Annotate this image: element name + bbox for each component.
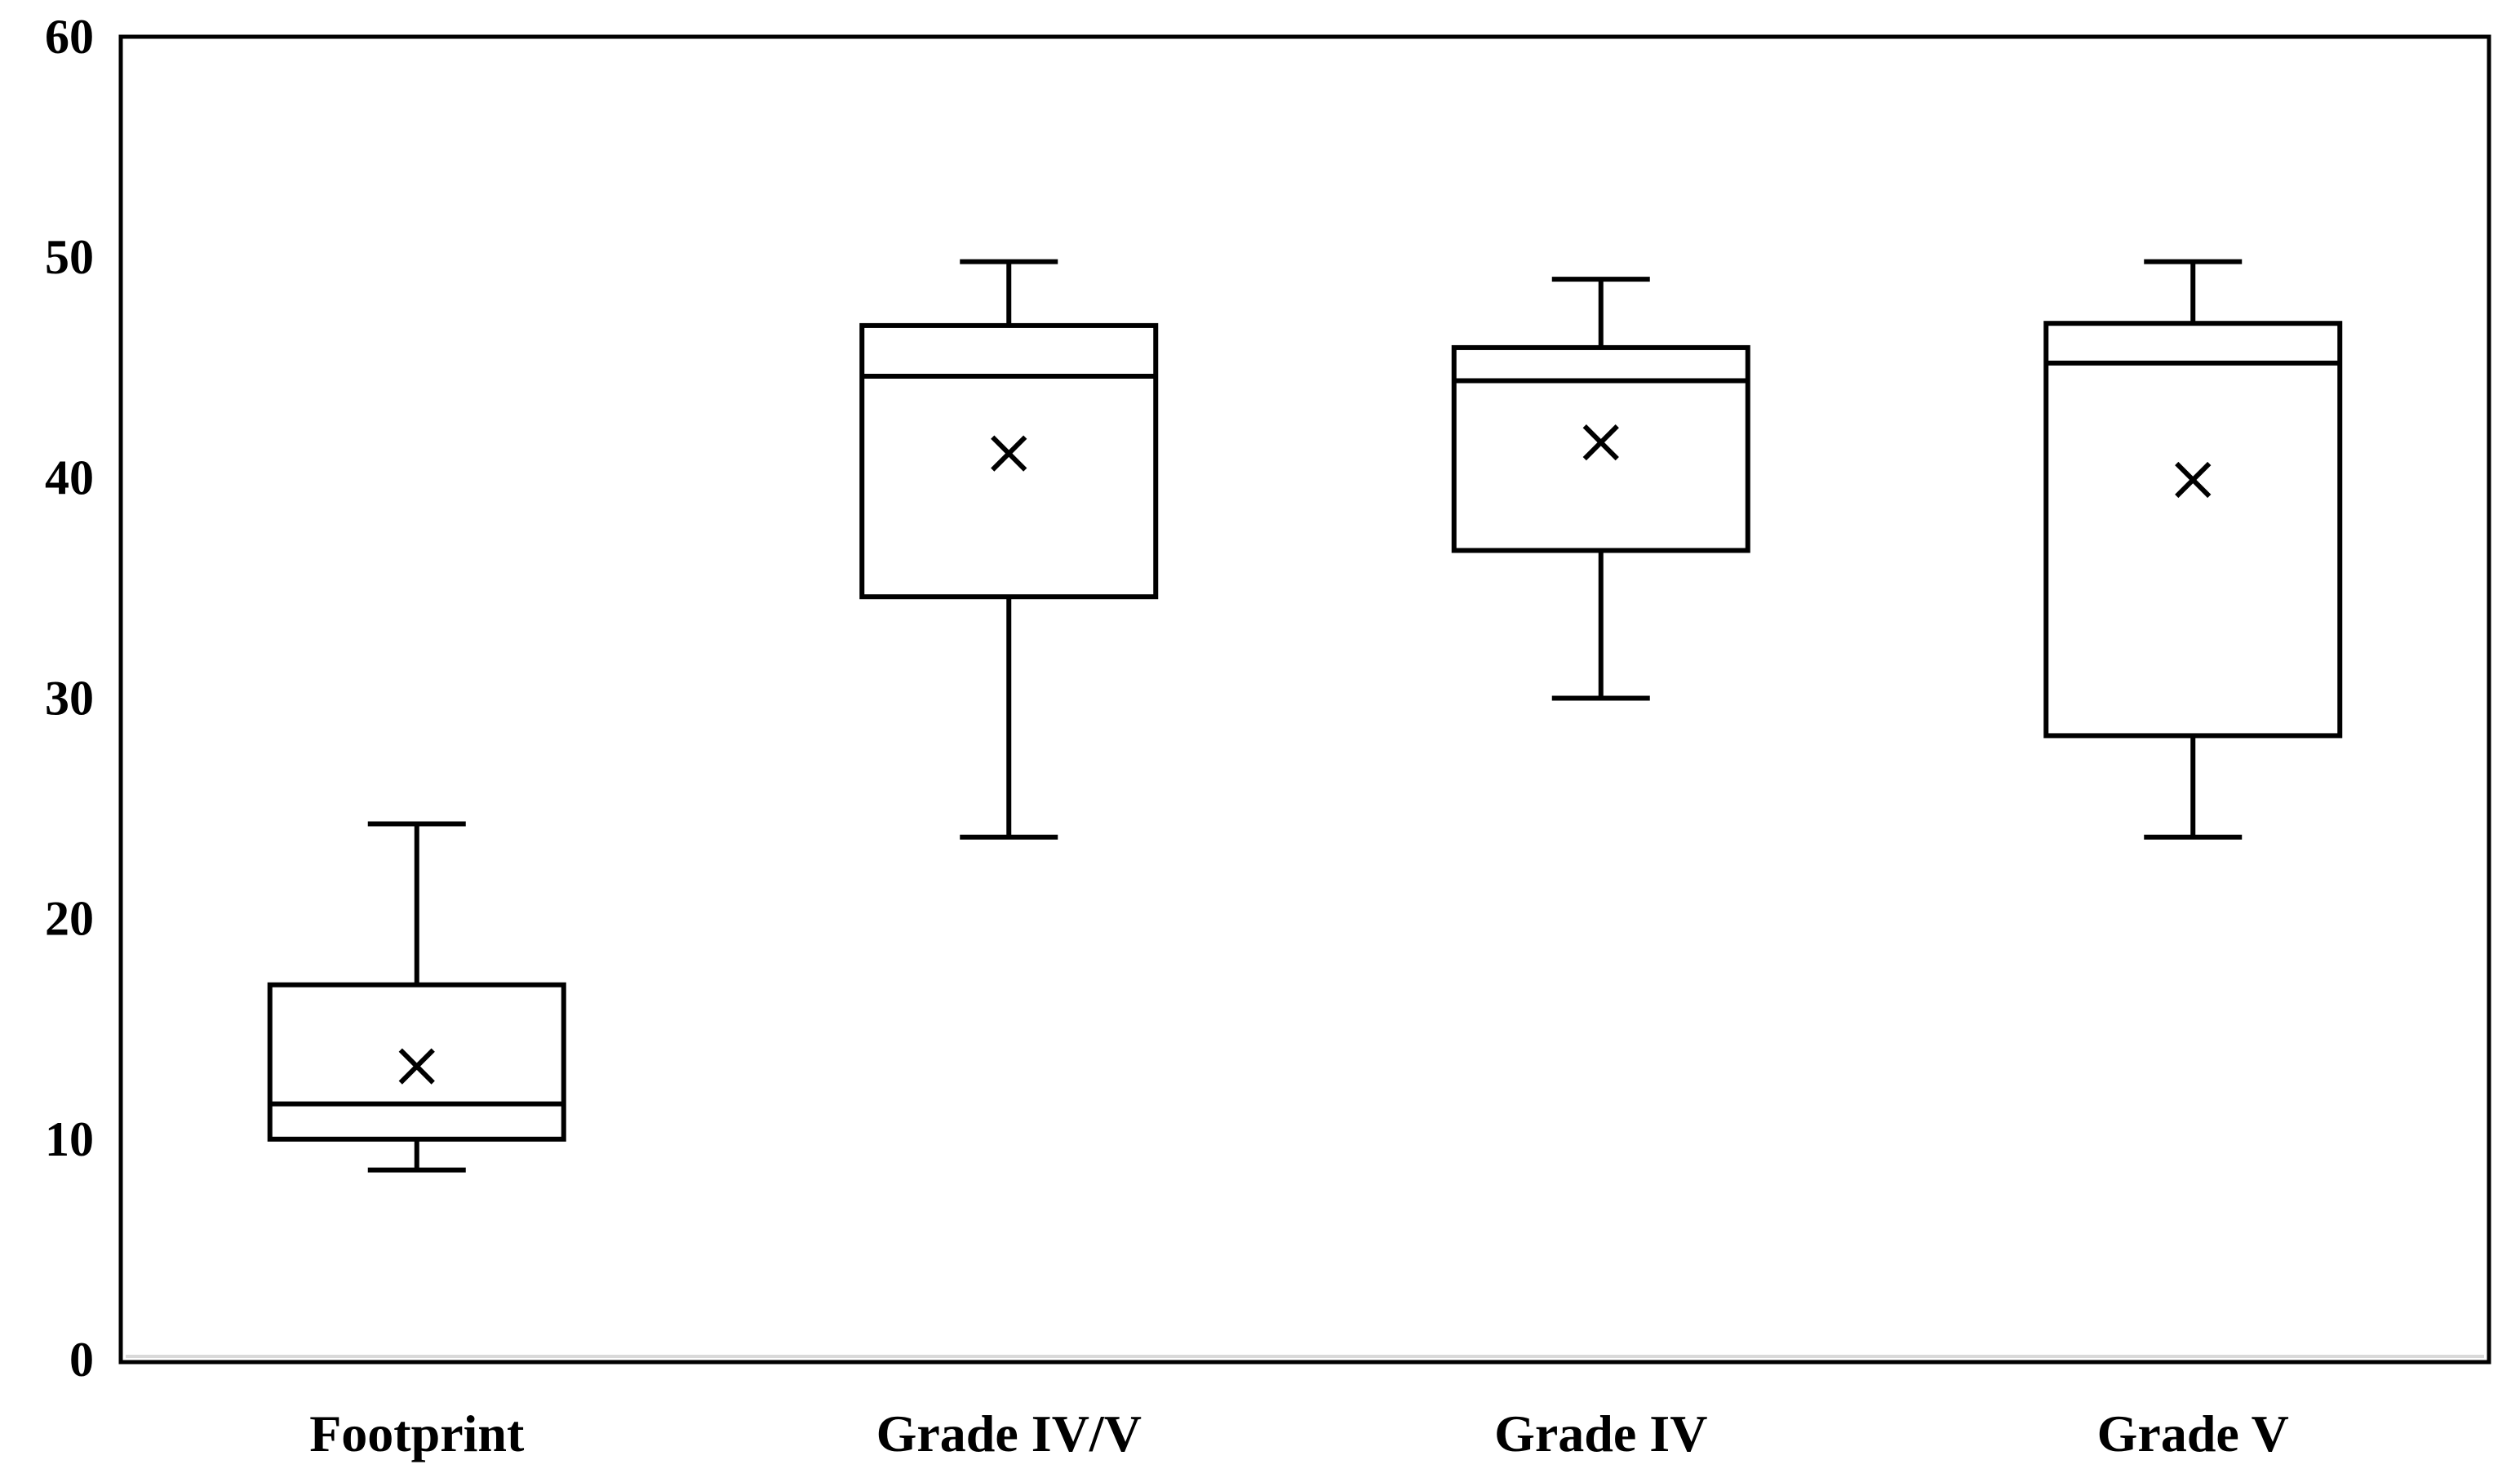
y-tick-label: 30 xyxy=(45,672,94,726)
mean-marker xyxy=(398,1048,435,1085)
x-category-label: Grade IV/V xyxy=(876,1405,1142,1462)
x-category-label: Grade IV xyxy=(1494,1405,1707,1462)
mean-marker xyxy=(1582,424,1619,461)
mean-marker-stroke xyxy=(398,1048,435,1085)
box-body xyxy=(267,982,566,1142)
box-series xyxy=(267,259,2343,1173)
box-body xyxy=(859,322,1159,600)
x-axis-category-labels: Footprint Grade IV/V Grade IV Grade V xyxy=(309,1405,2289,1462)
y-tick-label: 0 xyxy=(69,1333,94,1387)
box-1 xyxy=(267,821,566,1173)
y-tick-label: 50 xyxy=(45,230,94,284)
box-body xyxy=(1451,344,1750,553)
y-axis-tick-labels: 0 10 20 30 40 50 60 xyxy=(45,10,94,1387)
mean-marker-stroke xyxy=(2175,461,2212,499)
box-body xyxy=(2043,321,2343,739)
mean-marker xyxy=(2175,461,2212,499)
box-3 xyxy=(1451,277,1750,701)
box-4 xyxy=(2043,259,2343,840)
x-category-label: Footprint xyxy=(309,1405,525,1462)
mean-marker-stroke xyxy=(1582,424,1619,461)
y-tick-label: 60 xyxy=(45,10,94,64)
mean-marker-stroke xyxy=(991,435,1027,472)
y-tick-label: 20 xyxy=(45,892,94,946)
mean-marker xyxy=(991,435,1027,472)
x-category-label: Grade V xyxy=(2097,1405,2289,1462)
y-tick-label: 40 xyxy=(45,450,94,504)
y-tick-label: 10 xyxy=(45,1112,94,1166)
box-2 xyxy=(859,259,1159,840)
